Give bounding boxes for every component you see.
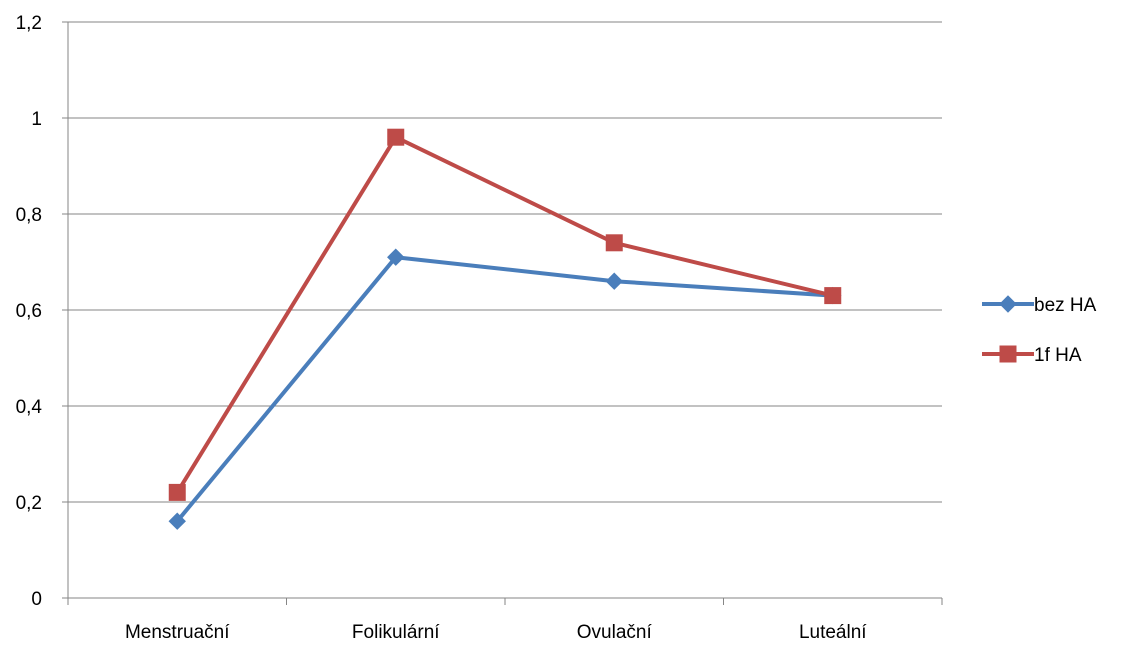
legend-label: 1f HA bbox=[1034, 345, 1082, 366]
y-tick-label: 0,2 bbox=[16, 493, 42, 514]
data-point bbox=[605, 272, 623, 290]
axes: 0 0,2 0,4 0,6 0,8 1 1,2 Menstruační Folikulární O… bbox=[16, 13, 943, 643]
data-point bbox=[387, 128, 405, 146]
y-tick-label: 0,8 bbox=[16, 205, 42, 226]
x-tick-label: Menstruační bbox=[125, 622, 230, 643]
series-line bbox=[175, 255, 833, 523]
x-tick-label: Luteální bbox=[799, 622, 867, 643]
series-bez-ha bbox=[168, 248, 842, 530]
data-point bbox=[387, 248, 405, 266]
data-point bbox=[824, 287, 842, 305]
data-point bbox=[168, 512, 186, 530]
data-point bbox=[168, 483, 186, 501]
gridlines bbox=[68, 21, 942, 503]
series-1f-ha bbox=[168, 128, 842, 501]
x-tick-label: Ovulační bbox=[577, 622, 653, 643]
series-group bbox=[168, 128, 842, 530]
y-tick-label: 1,2 bbox=[16, 13, 42, 34]
legend-item: bez HA bbox=[982, 295, 1097, 316]
legend-marker bbox=[999, 345, 1017, 363]
x-tick-label: Folikulární bbox=[352, 622, 440, 643]
legend-label: bez HA bbox=[1034, 295, 1097, 316]
y-tick-label: 0 bbox=[31, 589, 42, 610]
y-tick-label: 1 bbox=[31, 109, 42, 130]
data-point bbox=[605, 234, 623, 252]
y-tick-label: 0,4 bbox=[16, 397, 43, 418]
legend-marker bbox=[999, 295, 1017, 313]
y-tick-label: 0,6 bbox=[16, 301, 42, 322]
legend-item: 1f HA bbox=[982, 345, 1082, 366]
legend: bez HA 1f HA bbox=[982, 295, 1097, 366]
series-line bbox=[175, 135, 834, 494]
